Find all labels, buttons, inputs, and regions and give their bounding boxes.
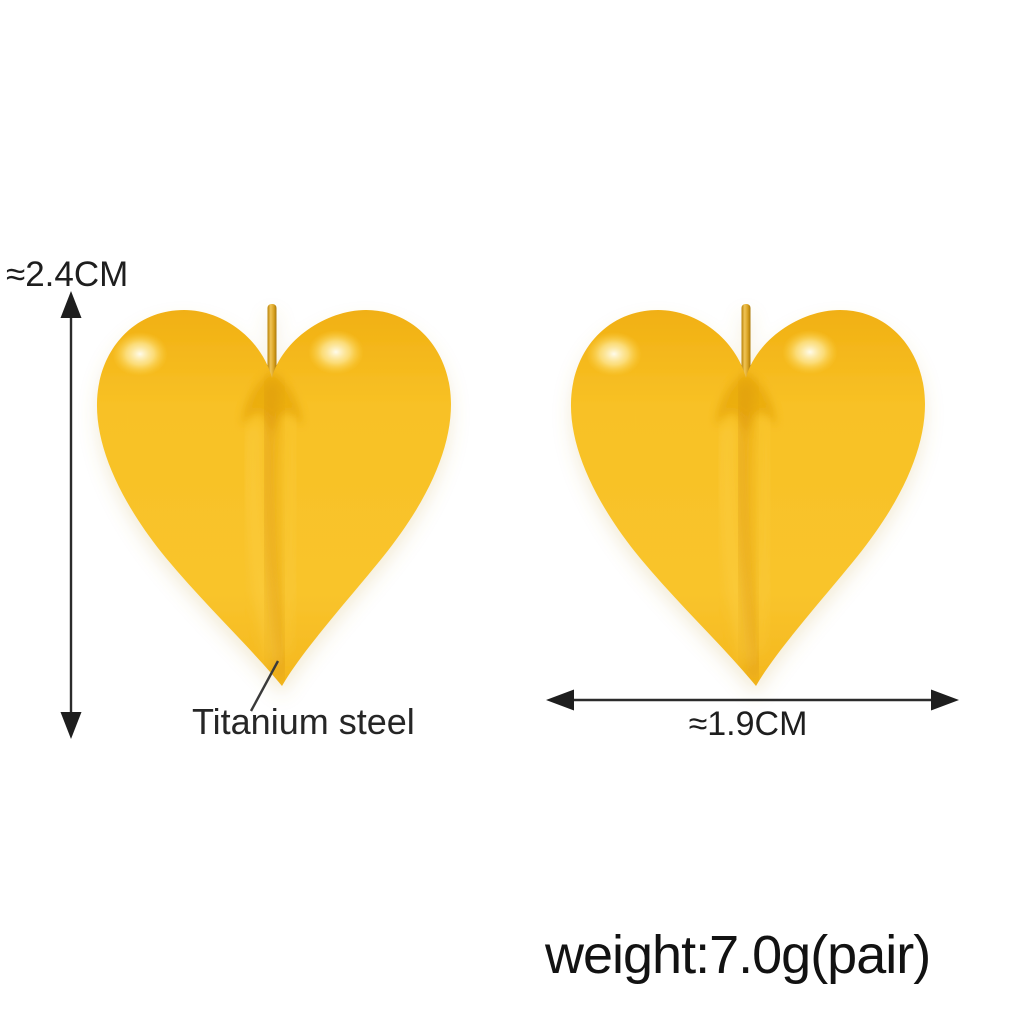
- width-measurement-label: ≈1.9CM: [688, 705, 808, 743]
- height-measure-arrow: [60, 291, 82, 739]
- material-pointer-line: [249, 660, 280, 712]
- weight-label: weight:7.0g(pair): [545, 925, 931, 985]
- right-earring: [571, 304, 925, 686]
- material-label: Titanium steel: [192, 701, 415, 742]
- left-earring: [97, 304, 451, 686]
- height-measurement-label: ≈2.4CM: [6, 255, 129, 294]
- width-measure-arrow: [546, 689, 959, 711]
